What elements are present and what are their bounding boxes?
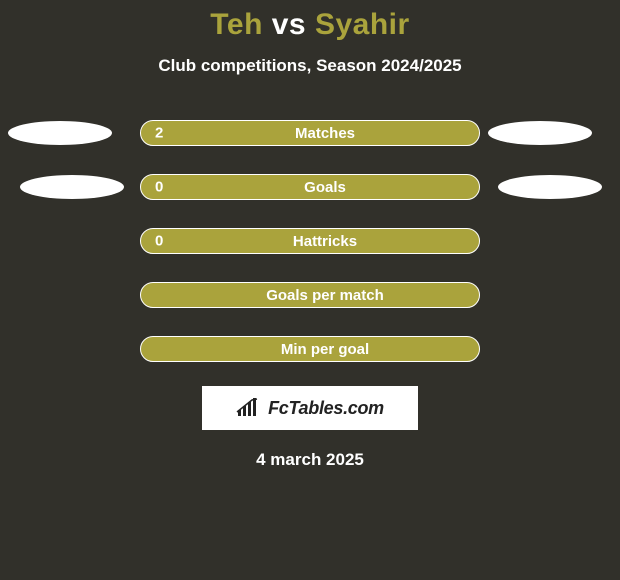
stat-row-goals: 0 Goals [0,174,620,200]
branding-text: FcTables.com [268,398,384,419]
stat-label: Hattricks [141,233,479,250]
stat-label: Goals per match [141,287,479,304]
title-vs: vs [272,8,306,41]
stat-label: Matches [141,125,479,142]
subtitle: Club competitions, Season 2024/2025 [0,56,620,76]
generated-date: 4 march 2025 [0,450,620,470]
page-title: Teh vs Syahir [0,8,620,42]
player1-name: Teh [210,8,263,41]
stats-list: 2 Matches 0 Goals 0 Hattricks [0,120,620,362]
stat-row-hattricks: 0 Hattricks [0,228,620,254]
stat-bar: Goals per match [140,282,480,308]
stat-bar: 2 Matches [140,120,480,146]
branding-badge: FcTables.com [202,386,418,430]
left-ellipse [20,175,124,199]
right-ellipse [488,121,592,145]
bar-chart-icon [236,398,262,418]
stat-left-value: 2 [155,125,163,142]
stat-left-value: 0 [155,233,163,250]
stat-label: Goals [141,179,479,196]
stat-bar: Min per goal [140,336,480,362]
left-ellipse [8,121,112,145]
player2-name: Syahir [315,8,410,41]
stat-label: Min per goal [141,341,479,358]
stat-row-min-per-goal: Min per goal [0,336,620,362]
right-ellipse [498,175,602,199]
comparison-card: Teh vs Syahir Club competitions, Season … [0,0,620,580]
stat-left-value: 0 [155,179,163,196]
stat-bar: 0 Hattricks [140,228,480,254]
stat-row-goals-per-match: Goals per match [0,282,620,308]
stat-bar: 0 Goals [140,174,480,200]
stat-row-matches: 2 Matches [0,120,620,146]
